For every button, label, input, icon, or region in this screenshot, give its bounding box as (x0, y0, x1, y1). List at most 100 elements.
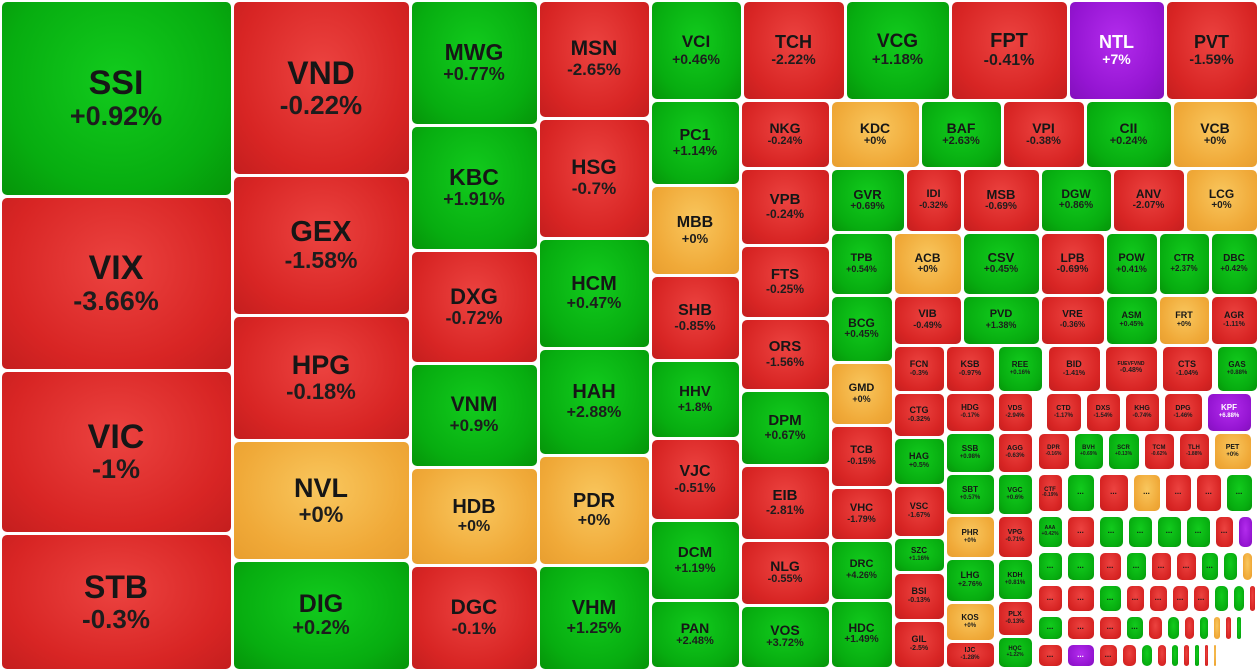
mini-cell[interactable]: ... (1067, 552, 1094, 580)
cell-DIG[interactable]: DIG +0.2% (233, 561, 409, 669)
cell-MSN[interactable]: MSN -2.65% (539, 1, 649, 117)
mini-cell[interactable]: ... (1038, 585, 1062, 611)
mini-cell[interactable] (1199, 616, 1208, 639)
cell-SHB[interactable]: SHB -0.85% (651, 276, 739, 359)
mini-cell[interactable]: ... (1196, 474, 1221, 511)
cell-PET[interactable]: PET +0% (1214, 433, 1251, 469)
cell-SBT[interactable]: SBT +0.57% (946, 474, 994, 514)
cell-CTS[interactable]: CTS -1.04% (1162, 346, 1212, 391)
cell-IDI[interactable]: IDI -0.32% (906, 169, 961, 231)
mini-cell[interactable] (1167, 616, 1179, 639)
cell-VIX[interactable]: VIX -3.66% (1, 197, 231, 369)
cell-CII[interactable]: CII +0.24% (1086, 101, 1171, 167)
cell-HHV[interactable]: HHV +1.8% (651, 361, 739, 437)
cell-CTF[interactable]: CTF -0.19% (1038, 474, 1062, 511)
cell-VPB[interactable]: VPB -0.24% (741, 169, 829, 244)
mini-cell[interactable]: ... (1128, 516, 1152, 547)
cell-GEX[interactable]: GEX -1.58% (233, 176, 409, 314)
cell-TCB[interactable]: TCB -0.15% (831, 426, 892, 486)
cell-VIC[interactable]: VIC -1% (1, 371, 231, 532)
cell-VPG[interactable]: VPG -0.71% (998, 516, 1032, 557)
mini-cell[interactable]: ... (1038, 616, 1062, 639)
mini-cell[interactable]: ... (1099, 474, 1128, 511)
cell-CTD[interactable]: CTD -1.17% (1046, 393, 1081, 431)
cell-FRT[interactable]: FRT +0% (1159, 296, 1209, 344)
cell-LHG[interactable]: LHG +2.76% (946, 559, 994, 601)
cell-LCG[interactable]: LCG +0% (1186, 169, 1257, 231)
mini-cell[interactable]: ... (1172, 585, 1188, 611)
mini-cell[interactable]: ... (1193, 585, 1209, 611)
cell-BAF[interactable]: BAF +2.63% (921, 101, 1001, 167)
cell-DXS[interactable]: DXS -1.54% (1086, 393, 1120, 431)
mini-cell[interactable]: ... (1067, 616, 1094, 639)
cell-DCM[interactable]: DCM +1.19% (651, 521, 739, 599)
mini-cell[interactable]: ... (1038, 552, 1062, 580)
mini-cell[interactable] (1233, 585, 1244, 611)
cell-SZC[interactable]: SZC +1.16% (894, 538, 944, 571)
cell-PHR[interactable]: PHR +0% (946, 516, 994, 557)
cell-VDS[interactable]: VDS -2.94% (998, 393, 1032, 431)
cell-NLG[interactable]: NLG -0.55% (741, 541, 829, 604)
mini-cell[interactable] (1242, 552, 1252, 580)
cell-VHC[interactable]: VHC -1.79% (831, 488, 892, 539)
mini-cell[interactable]: ... (1067, 585, 1094, 611)
cell-VRE[interactable]: VRE -0.36% (1041, 296, 1104, 344)
cell-FPT[interactable]: FPT -0.41% (951, 1, 1067, 99)
cell-PAN[interactable]: PAN +2.48% (651, 601, 739, 667)
cell-VCG[interactable]: VCG +1.18% (846, 1, 949, 99)
cell-PVD[interactable]: PVD +1.38% (963, 296, 1039, 344)
mini-cell[interactable]: ... (1126, 616, 1143, 639)
mini-cell[interactable]: ... (1067, 644, 1094, 666)
cell-GVR[interactable]: GVR +0.69% (831, 169, 904, 231)
cell-TCM[interactable]: TCM -0.62% (1144, 433, 1174, 469)
cell-KHG[interactable]: KHG -0.74% (1125, 393, 1159, 431)
cell-REE[interactable]: REE +0.16% (998, 346, 1042, 391)
cell-LPB[interactable]: LPB -0.69% (1041, 233, 1104, 294)
cell-VJC[interactable]: VJC -0.51% (651, 439, 739, 519)
cell-VPI[interactable]: VPI -0.38% (1003, 101, 1084, 167)
cell-ORS[interactable]: ORS -1.56% (741, 319, 829, 389)
mini-cell[interactable] (1223, 552, 1237, 580)
cell-FUEVFVND[interactable]: FUEVFVND -0.48% (1105, 346, 1157, 391)
mini-cell[interactable]: ... (1099, 516, 1123, 547)
cell-VND[interactable]: VND -0.22% (233, 1, 409, 174)
cell-FCN[interactable]: FCN -0.3% (894, 346, 944, 391)
cell-HDC[interactable]: HDC +1.49% (831, 601, 892, 667)
mini-cell[interactable]: ... (1099, 616, 1121, 639)
cell-VSC[interactable]: VSC -1.67% (894, 486, 944, 536)
mini-cell[interactable]: ... (1099, 585, 1121, 611)
cell-PC1[interactable]: PC1 +1.14% (651, 101, 739, 184)
cell-TCH[interactable]: TCH -2.22% (743, 1, 844, 99)
cell-SCR[interactable]: SCR +0.13% (1108, 433, 1139, 469)
cell-ANV[interactable]: ANV -2.07% (1113, 169, 1184, 231)
cell-VGC[interactable]: VGC +0.6% (998, 474, 1032, 514)
mini-cell[interactable] (1213, 644, 1216, 666)
cell-STB[interactable]: STB -0.3% (1, 534, 231, 669)
mini-cell[interactable]: ... (1099, 552, 1121, 580)
cell-HDB[interactable]: HDB +0% (411, 468, 537, 564)
cell-CTG[interactable]: CTG -0.32% (894, 393, 944, 436)
cell-HPG[interactable]: HPG -0.18% (233, 316, 409, 439)
cell-KDC[interactable]: KDC +0% (831, 101, 919, 167)
cell-KBC[interactable]: KBC +1.91% (411, 126, 537, 249)
cell-MSB[interactable]: MSB -0.69% (963, 169, 1039, 231)
cell-VOS[interactable]: VOS +3.72% (741, 606, 829, 667)
mini-cell[interactable] (1171, 644, 1178, 666)
cell-CSV[interactable]: CSV +0.45% (963, 233, 1039, 294)
cell-BID[interactable]: BID -1.41% (1048, 346, 1100, 391)
mini-cell[interactable] (1122, 644, 1136, 666)
cell-TPB[interactable]: TPB +0.54% (831, 233, 892, 294)
cell-KOS[interactable]: KOS +0% (946, 603, 994, 640)
cell-POW[interactable]: POW +0.41% (1106, 233, 1157, 294)
cell-DXG[interactable]: DXG -0.72% (411, 251, 537, 362)
cell-DRC[interactable]: DRC +4.26% (831, 541, 892, 599)
cell-MBB[interactable]: MBB +0% (651, 186, 739, 274)
cell-DPM[interactable]: DPM +0.67% (741, 391, 829, 464)
mini-cell[interactable]: ... (1157, 516, 1181, 547)
cell-VCI[interactable]: VCI +0.46% (651, 1, 741, 99)
mini-cell[interactable] (1214, 585, 1228, 611)
cell-PLX[interactable]: PLX -0.13% (998, 601, 1032, 635)
mini-cell[interactable]: ... (1186, 516, 1210, 547)
mini-cell[interactable] (1183, 644, 1189, 666)
cell-BCG[interactable]: BCG +0.45% (831, 296, 892, 361)
